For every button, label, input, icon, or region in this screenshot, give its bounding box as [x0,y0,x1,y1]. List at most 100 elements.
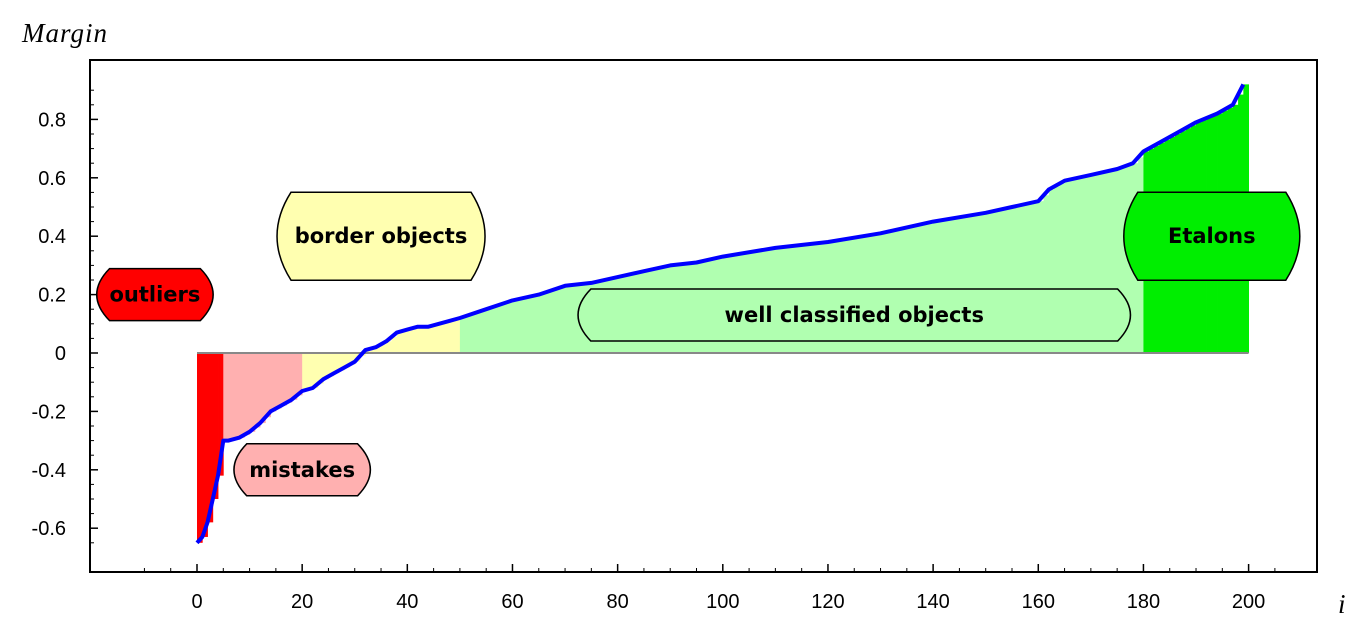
margin-bar [465,316,471,353]
margin-bar [1017,205,1023,353]
x-axis-title: i [1338,589,1347,619]
margin-bar [412,328,419,353]
margin-bar [1038,201,1044,353]
margin-bar [265,353,272,418]
margin-bar [1059,183,1065,353]
margin-bar [328,353,335,377]
annotation-box [96,267,214,322]
margin-bar [275,353,282,409]
margin-bar [1075,178,1081,353]
margin-bar [975,214,981,353]
margin-bar [554,289,561,353]
x-tick-label: 160 [1022,591,1055,613]
margin-bar [349,353,356,365]
margin-bar [223,353,229,441]
margin-bar [1085,176,1092,353]
margin-bar [396,332,403,353]
margin-bar [1106,171,1113,353]
callouts-layer: outliers mistakes border objects well class… [96,191,1301,497]
margin-bar [948,218,955,353]
margin-bar [1027,203,1034,353]
margin-bar [517,299,524,353]
annotation-label: Etalons [1168,224,1256,248]
margin-bar [375,347,382,353]
margin-bar [423,326,429,353]
margin-bar [969,215,976,353]
margin-bar [323,353,329,380]
margin-bar [985,212,992,353]
margin-bar [270,353,277,412]
margin-bar [486,309,492,353]
margin-bar [202,353,208,537]
y-tick-label: 0 [55,343,66,365]
margin-bar [317,353,324,384]
margin-bar [449,320,456,353]
margin-bar [1122,167,1129,353]
margin-bar [1064,180,1071,353]
margin-bar [507,302,513,353]
margin-bar [1080,177,1086,353]
margin-bar [1096,173,1102,353]
margin-bar [933,221,939,353]
margin-bar [1043,195,1050,353]
margin-bar [1090,174,1097,353]
margin-bar [291,353,298,400]
margin-bar [990,211,997,353]
x-tick-label: 200 [1232,591,1265,613]
margin-bar [1054,186,1060,353]
margin-bar [244,353,250,435]
margin-bar [286,353,293,403]
margin-bar [207,353,214,523]
margin-bar [260,353,266,424]
margin-bar [533,295,540,353]
margin-bar [1069,179,1076,353]
x-tick-label: 100 [706,591,739,613]
margin-bar [1117,169,1123,353]
margin-bar [565,285,571,353]
y-tick-label: -0.2 [32,401,66,423]
x-tick-label: 120 [811,591,844,613]
margin-bar [391,336,398,353]
margin-bar [296,353,303,396]
x-tick-label: 140 [916,591,949,613]
margin-bar [1006,208,1013,353]
y-axis-title: Margin [21,18,108,48]
margin-bar [927,222,934,353]
x-tick-label: 80 [607,591,629,613]
y-tick-label: 0.8 [38,109,66,131]
margin-bar [528,296,534,353]
margin-bar [338,353,345,371]
margin-bar [1111,170,1118,353]
margin-bar [212,353,219,499]
margin-bar [307,353,314,390]
x-tick-label: 0 [191,591,202,613]
margin-bar [381,344,387,353]
margin-bar [402,331,408,353]
margin-bar [438,323,445,353]
margin-bar [312,353,319,389]
annotation-box [233,443,371,497]
margin-bar [428,326,435,353]
y-tick-label: 0.2 [38,285,66,307]
y-tick-label: -0.4 [32,460,66,482]
margin-bar [501,303,508,353]
margin-bar [954,218,960,353]
margin-bar [233,353,240,440]
margin-bar [302,353,308,391]
annotation-box [577,288,1132,342]
margin-bar [544,292,550,353]
y-tick-label: 0.4 [38,226,66,248]
margin-bar [496,305,503,353]
margin-bar [249,353,256,432]
margin-bar [1022,204,1029,353]
margin-bar [370,348,377,353]
margin-bar [470,314,477,353]
margin-bar [417,326,424,353]
margin-bar [386,341,392,353]
margin-bar [491,307,498,353]
margin-bar [996,210,1002,353]
margin-bar [239,353,245,438]
margin-bar [1011,207,1018,353]
annotation-box [1123,191,1301,281]
